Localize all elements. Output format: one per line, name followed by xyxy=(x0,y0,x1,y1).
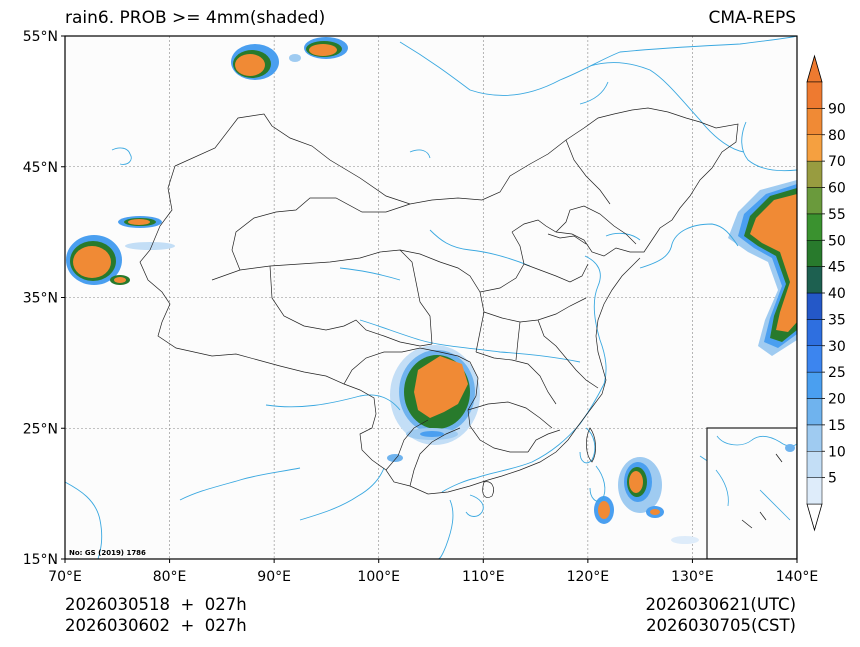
map-approval-note: No: GS (2019) 1786 xyxy=(69,549,146,557)
valid-time-block: 2026030621(UTC) 2026030705(CST) xyxy=(645,594,796,636)
colorbar-swatch xyxy=(806,319,823,346)
shade-sichuan xyxy=(387,345,480,462)
colorbar-tick-label: 25 xyxy=(828,365,846,381)
colorbar-tick-label: 35 xyxy=(828,312,846,328)
lon-label: 100°E xyxy=(357,569,400,585)
lon-label: 90°E xyxy=(257,569,291,585)
colorbar-tick-label: 60 xyxy=(828,181,846,197)
init-time-block: 2026030518 + 027h 2026030602 + 027h xyxy=(65,594,247,636)
lat-label: 55°N xyxy=(23,29,58,45)
colorbar-tick-label: 50 xyxy=(828,233,846,249)
latitude-axis: 15°N 25°N 35°N 45°N 55°N xyxy=(23,29,65,568)
colorbar-tick-label: 10 xyxy=(828,444,846,460)
colorbar: 5 10 15 20 25 30 35 40 45 50 55 60 70 80 90 xyxy=(806,54,846,532)
colorbar-swatch xyxy=(806,108,823,135)
colorbar-tick-label: 90 xyxy=(828,101,846,117)
colorbar-swatch xyxy=(806,477,823,505)
colorbar-tick-label: 45 xyxy=(828,260,846,276)
south-china-sea-inset xyxy=(706,427,797,559)
colorbar-tick-label: 55 xyxy=(828,207,846,223)
shade-philippine-sea xyxy=(594,457,699,544)
colorbar-swatch xyxy=(806,451,823,478)
colorbar-swatch xyxy=(806,213,823,241)
colorbar-tick-label: 40 xyxy=(828,286,846,302)
lon-label: 70°E xyxy=(48,569,82,585)
shade-central-asia xyxy=(66,216,175,285)
colorbar-swatch xyxy=(806,266,823,294)
lon-label: 130°E xyxy=(671,569,714,585)
shade-pacific xyxy=(728,180,797,356)
lon-label: 120°E xyxy=(567,569,610,585)
colorbar-swatch xyxy=(806,134,823,162)
colorbar-tick-label: 70 xyxy=(828,154,846,170)
lon-label: 140°E xyxy=(776,569,819,585)
colorbar-tick-label: 80 xyxy=(828,128,846,144)
colorbar-swatch xyxy=(806,160,823,188)
lon-label: 80°E xyxy=(153,569,187,585)
colorbar-swatch xyxy=(806,292,823,320)
colorbar-swatch xyxy=(806,398,823,426)
model-name: CMA-REPS xyxy=(708,8,796,28)
colorbar-tick-label: 15 xyxy=(828,418,846,434)
init-cst: 2026030602 + 027h xyxy=(65,616,247,635)
lon-label: 110°E xyxy=(462,569,505,585)
colorbar-swatch xyxy=(806,371,823,399)
colorbar-tick-label: 5 xyxy=(828,471,837,487)
country-boundaries xyxy=(139,107,739,495)
colorbar-extend-max xyxy=(806,54,823,83)
precip-shading xyxy=(66,37,797,544)
chart-title: rain6. PROB >= 4mm(shaded) xyxy=(65,8,326,28)
colorbar-swatch xyxy=(806,81,823,109)
colorbar-tick-label: 30 xyxy=(828,339,846,355)
colorbar-swatch xyxy=(806,424,823,452)
lat-label: 25°N xyxy=(23,421,58,437)
colorbar-tick-label: 20 xyxy=(828,392,846,408)
lat-label: 15°N xyxy=(23,552,58,568)
init-utc: 2026030518 + 027h xyxy=(65,595,247,614)
hainan-outline xyxy=(482,481,494,498)
valid-cst: 2026030705(CST) xyxy=(646,616,796,635)
colorbar-extend-min xyxy=(806,503,823,532)
taiwan-outline xyxy=(586,427,596,463)
shade-siberia xyxy=(231,37,348,80)
valid-utc: 2026030621(UTC) xyxy=(645,595,796,614)
colorbar-swatch xyxy=(806,240,823,267)
lat-label: 45°N xyxy=(23,160,58,176)
lat-label: 35°N xyxy=(23,291,58,307)
colorbar-swatch xyxy=(806,345,823,373)
colorbar-swatch xyxy=(806,187,823,215)
coastlines-rivers xyxy=(65,36,797,559)
longitude-axis: 70°E 80°E 90°E 100°E 110°E 120°E 130°E 140°E xyxy=(48,559,818,585)
